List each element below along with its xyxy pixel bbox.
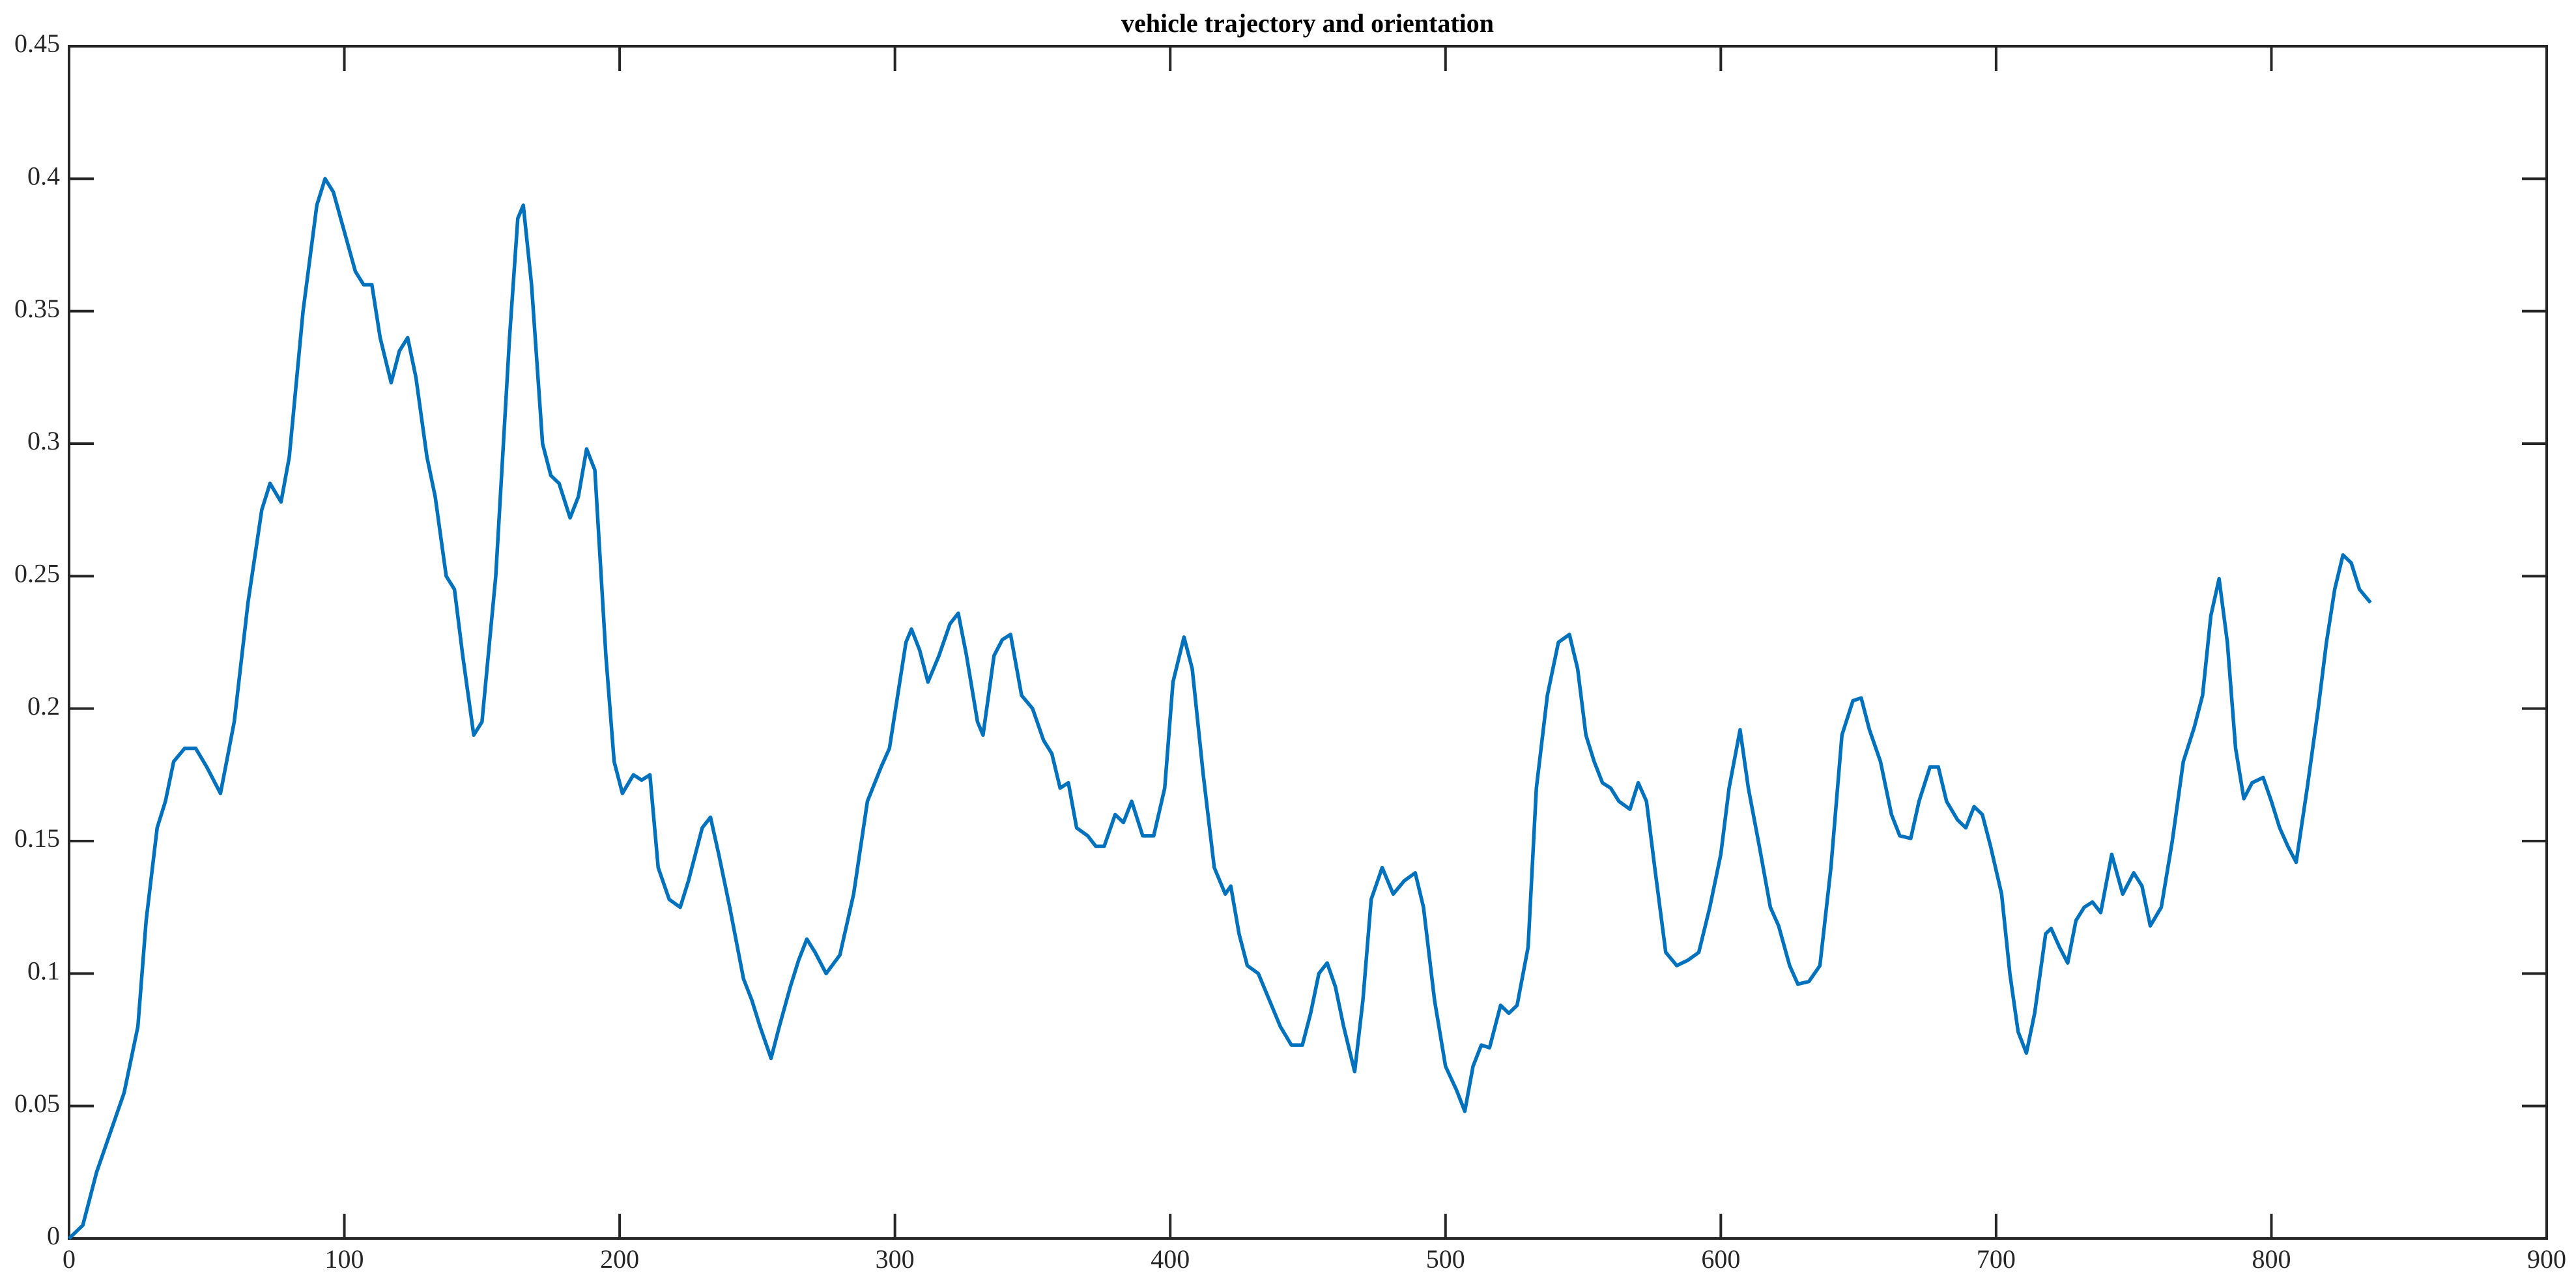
x-tick-label: 800 — [2252, 1244, 2291, 1274]
x-tick-label: 500 — [1426, 1244, 1465, 1274]
y-tick-label: 0.4 — [27, 162, 60, 191]
x-tick-label: 600 — [1701, 1244, 1740, 1274]
x-tick-label: 200 — [600, 1244, 639, 1274]
y-tick-label: 0.3 — [27, 426, 60, 455]
y-tick-label: 0 — [47, 1221, 60, 1250]
y-tick-label: 0.35 — [14, 294, 60, 323]
y-tick-label: 0.15 — [14, 823, 60, 853]
chart-title: vehicle trajectory and orientation — [1121, 8, 1494, 38]
y-tick-label: 0.25 — [14, 559, 60, 588]
y-tick-label: 0.1 — [27, 956, 60, 986]
y-tick-label: 0.45 — [14, 29, 60, 58]
x-tick-label: 0 — [63, 1244, 76, 1274]
y-tick-label: 0.2 — [27, 691, 60, 721]
axes-box — [68, 45, 2548, 1240]
x-tick-label: 400 — [1151, 1244, 1190, 1274]
x-tick-label: 300 — [876, 1244, 915, 1274]
x-tick-label: 900 — [2527, 1244, 2566, 1274]
y-tick-label: 0.05 — [14, 1089, 60, 1118]
x-tick-label: 100 — [325, 1244, 364, 1274]
data-line — [68, 177, 2372, 1240]
x-tick-label: 700 — [1977, 1244, 2016, 1274]
